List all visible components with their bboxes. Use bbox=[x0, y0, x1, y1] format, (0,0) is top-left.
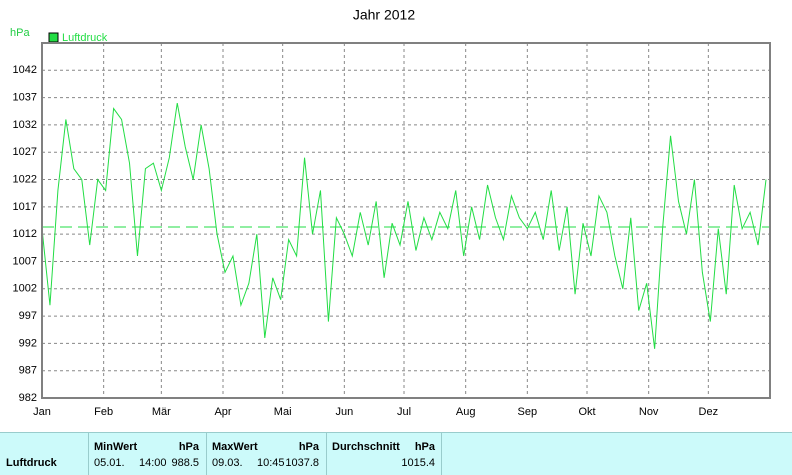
x-tick-label: Mai bbox=[274, 406, 292, 418]
min-time: 14:00 bbox=[139, 457, 167, 469]
max-unit: hPa bbox=[298, 441, 319, 453]
y-tick-label: 1032 bbox=[13, 119, 37, 131]
y-tick-label: 982 bbox=[19, 392, 37, 404]
y-tick-label: 1027 bbox=[13, 146, 37, 158]
avg-cell: Durchschnitt hPa 1015.4 bbox=[326, 433, 442, 475]
plot-border bbox=[41, 42, 771, 399]
min-date: 05.01. bbox=[94, 457, 125, 469]
x-tick-label: Nov bbox=[639, 406, 659, 418]
x-tick-label: Dez bbox=[699, 406, 719, 418]
data-line bbox=[41, 102, 767, 349]
y-tick-label: 1007 bbox=[13, 255, 37, 267]
legend-swatch bbox=[48, 32, 59, 43]
avg-unit: hPa bbox=[414, 441, 435, 453]
x-tick-label: Feb bbox=[94, 406, 113, 418]
y-tick-label: 987 bbox=[19, 365, 37, 377]
y-tick-label: 1017 bbox=[13, 201, 37, 213]
stats-series: Luftdruck bbox=[6, 457, 57, 469]
x-tick-label: Aug bbox=[456, 406, 476, 418]
min-cell: MinWert hPa 05.01. 14:00 988.5 bbox=[88, 433, 205, 475]
y-tick-label: 1037 bbox=[13, 92, 37, 104]
max-time: 10:45 bbox=[257, 457, 285, 469]
chart-title: Jahr 2012 bbox=[353, 7, 415, 23]
avg-title: Durchschnitt bbox=[332, 441, 400, 453]
legend-label: Luftdruck bbox=[62, 32, 108, 44]
min-title: MinWert bbox=[94, 441, 138, 453]
y-tick-label: 1042 bbox=[13, 64, 37, 76]
max-cell: MaxWert hPa 09.03. 10:45 1037.8 bbox=[206, 433, 325, 475]
x-tick-label: Jan bbox=[33, 406, 51, 418]
y-tick-label: 1012 bbox=[13, 228, 37, 240]
plot-area bbox=[42, 43, 770, 398]
min-unit: hPa bbox=[178, 441, 199, 453]
x-tick-label: Jul bbox=[397, 406, 411, 418]
y-tick-label: 1002 bbox=[13, 283, 37, 295]
y-tick-label: 992 bbox=[19, 337, 37, 349]
x-tick-label: Okt bbox=[578, 406, 595, 418]
avg-value: 1015.4 bbox=[401, 457, 435, 469]
max-date: 09.03. bbox=[212, 457, 243, 469]
y-tick-label: 1022 bbox=[13, 173, 37, 185]
x-tick-label: Mär bbox=[152, 406, 171, 418]
x-tick-label: Apr bbox=[214, 406, 231, 418]
y-axis-label: hPa bbox=[10, 27, 30, 39]
chart: Jahr 2012 hPa 982 987 992 997 1002 1007 1012 10… bbox=[10, 7, 771, 418]
x-tick-label: Jun bbox=[335, 406, 353, 418]
y-tick-label: 997 bbox=[19, 310, 37, 322]
x-tick-label: Sep bbox=[518, 406, 538, 418]
max-title: MaxWert bbox=[212, 441, 258, 453]
min-value: 988.5 bbox=[171, 457, 199, 469]
stats-bar: Luftdruck MinWert hPa 05.01. 14:00 988.5… bbox=[0, 432, 792, 475]
max-value: 1037.8 bbox=[285, 457, 319, 469]
